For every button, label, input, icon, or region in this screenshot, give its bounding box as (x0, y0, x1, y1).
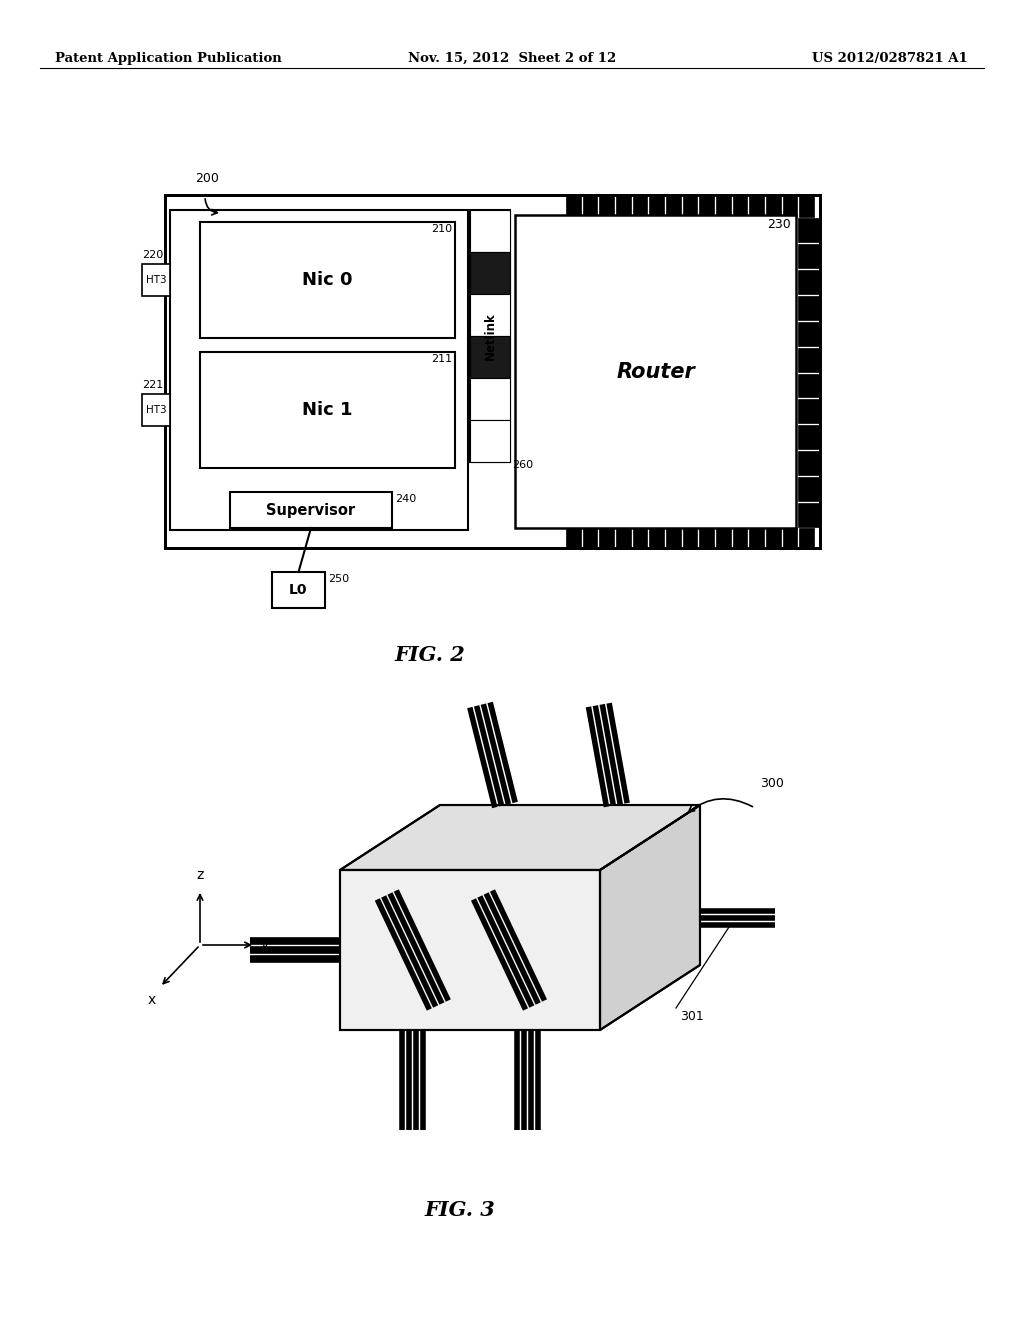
Bar (798, 347, 820, 371)
Bar (766, 195, 780, 216)
Bar (566, 528, 581, 548)
Text: 200: 200 (195, 172, 219, 185)
Text: Nic 0: Nic 0 (302, 271, 352, 289)
Text: z: z (197, 869, 204, 882)
Bar (470, 337, 510, 378)
Text: Nic 1: Nic 1 (302, 401, 352, 418)
Bar (583, 528, 597, 548)
Bar (633, 528, 647, 548)
Text: 211: 211 (431, 354, 452, 364)
Bar (766, 528, 780, 548)
Bar (470, 294, 510, 337)
Text: 240: 240 (395, 494, 416, 504)
Text: 210: 210 (431, 224, 452, 234)
Bar (683, 195, 697, 216)
Text: US 2012/0287821 A1: US 2012/0287821 A1 (812, 51, 968, 65)
Bar (798, 425, 820, 449)
Bar (798, 374, 820, 397)
Bar (470, 252, 510, 294)
Bar (798, 322, 820, 346)
Bar (649, 195, 664, 216)
Text: FIG. 3: FIG. 3 (425, 1200, 496, 1220)
Bar (142, 264, 170, 296)
Bar (666, 195, 681, 216)
Polygon shape (340, 870, 600, 1030)
Polygon shape (600, 805, 700, 1030)
Text: 220: 220 (142, 249, 163, 260)
Text: y: y (261, 939, 269, 952)
Text: Netlink: Netlink (483, 312, 497, 360)
Bar (470, 210, 510, 462)
Bar (170, 210, 468, 531)
Text: 221: 221 (142, 380, 163, 389)
Bar (470, 210, 510, 252)
Bar (230, 492, 392, 528)
Text: 300: 300 (760, 777, 784, 789)
Bar (716, 528, 731, 548)
Text: Supervisor: Supervisor (266, 503, 355, 517)
Bar (165, 195, 820, 548)
Text: FIG. 2: FIG. 2 (394, 645, 465, 665)
Bar (798, 503, 820, 527)
Text: Patent Application Publication: Patent Application Publication (55, 51, 282, 65)
Bar (599, 528, 614, 548)
Bar (782, 195, 798, 216)
Bar (800, 195, 814, 216)
Bar (750, 528, 764, 548)
Bar (200, 222, 455, 338)
Bar (583, 195, 597, 216)
Text: 260: 260 (512, 459, 534, 470)
FancyArrowPatch shape (205, 199, 217, 215)
Bar (782, 528, 798, 548)
Bar (200, 352, 455, 469)
Text: L0: L0 (289, 583, 308, 597)
Bar (272, 572, 325, 609)
Bar (470, 378, 510, 420)
Bar (798, 477, 820, 502)
Text: x: x (147, 993, 156, 1007)
Bar (732, 528, 748, 548)
Text: 250: 250 (328, 574, 349, 583)
Text: HT3: HT3 (145, 405, 166, 414)
Bar (666, 528, 681, 548)
Bar (649, 528, 664, 548)
Bar (798, 218, 820, 242)
Bar (566, 195, 581, 216)
Bar (798, 244, 820, 268)
Bar (798, 400, 820, 424)
Bar (798, 451, 820, 475)
Bar (165, 195, 820, 548)
Bar (750, 195, 764, 216)
Text: 301: 301 (680, 1010, 703, 1023)
Bar (515, 215, 796, 528)
Bar (142, 393, 170, 426)
Text: Nov. 15, 2012  Sheet 2 of 12: Nov. 15, 2012 Sheet 2 of 12 (408, 51, 616, 65)
Bar (616, 528, 631, 548)
Bar (800, 528, 814, 548)
Text: 230: 230 (767, 218, 791, 231)
Bar (699, 195, 714, 216)
Text: HT3: HT3 (145, 275, 166, 285)
Polygon shape (340, 805, 700, 870)
Bar (470, 420, 510, 462)
Bar (798, 296, 820, 319)
Bar (732, 195, 748, 216)
Bar (699, 528, 714, 548)
Text: Router: Router (616, 362, 695, 381)
Bar (798, 269, 820, 294)
Bar (716, 195, 731, 216)
Bar (633, 195, 647, 216)
Bar (616, 195, 631, 216)
Bar (599, 195, 614, 216)
Bar (683, 528, 697, 548)
FancyArrowPatch shape (688, 799, 753, 812)
